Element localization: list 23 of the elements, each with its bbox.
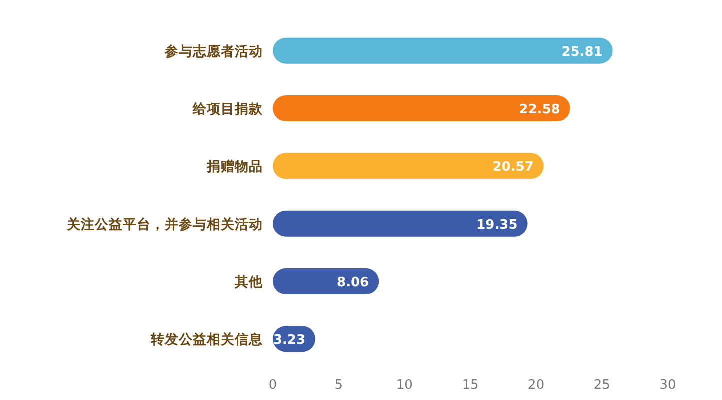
y-tick-label: 关注公益平台，并参与相关活动 xyxy=(66,216,263,233)
x-tick-label: 30 xyxy=(660,378,676,393)
y-tick-label: 捐赠物品 xyxy=(206,158,263,176)
y-tick-label: 其他 xyxy=(234,274,264,290)
x-tick-label: 25 xyxy=(594,378,610,393)
bar xyxy=(273,38,613,64)
x-tick-label: 15 xyxy=(462,378,479,393)
x-tick-label: 20 xyxy=(528,378,545,393)
y-tick-label: 参与志愿者活动 xyxy=(164,42,263,60)
y-tick-label: 给项目捐款 xyxy=(192,102,264,118)
data-label: 22.58 xyxy=(519,102,560,118)
y-tick-label: 转发公益相关信息 xyxy=(150,331,264,348)
x-tick-label: 10 xyxy=(396,378,413,393)
bar xyxy=(273,153,544,180)
bar xyxy=(273,96,570,122)
x-tick-label: 0 xyxy=(268,378,278,393)
data-label: 20.57 xyxy=(492,160,534,176)
data-label: 25.81 xyxy=(562,44,603,60)
x-tick-label: 5 xyxy=(334,378,343,393)
data-label: 3.23 xyxy=(273,333,306,348)
data-label: 8.06 xyxy=(337,276,370,290)
bar xyxy=(273,210,528,237)
data-label: 19.35 xyxy=(476,218,518,233)
